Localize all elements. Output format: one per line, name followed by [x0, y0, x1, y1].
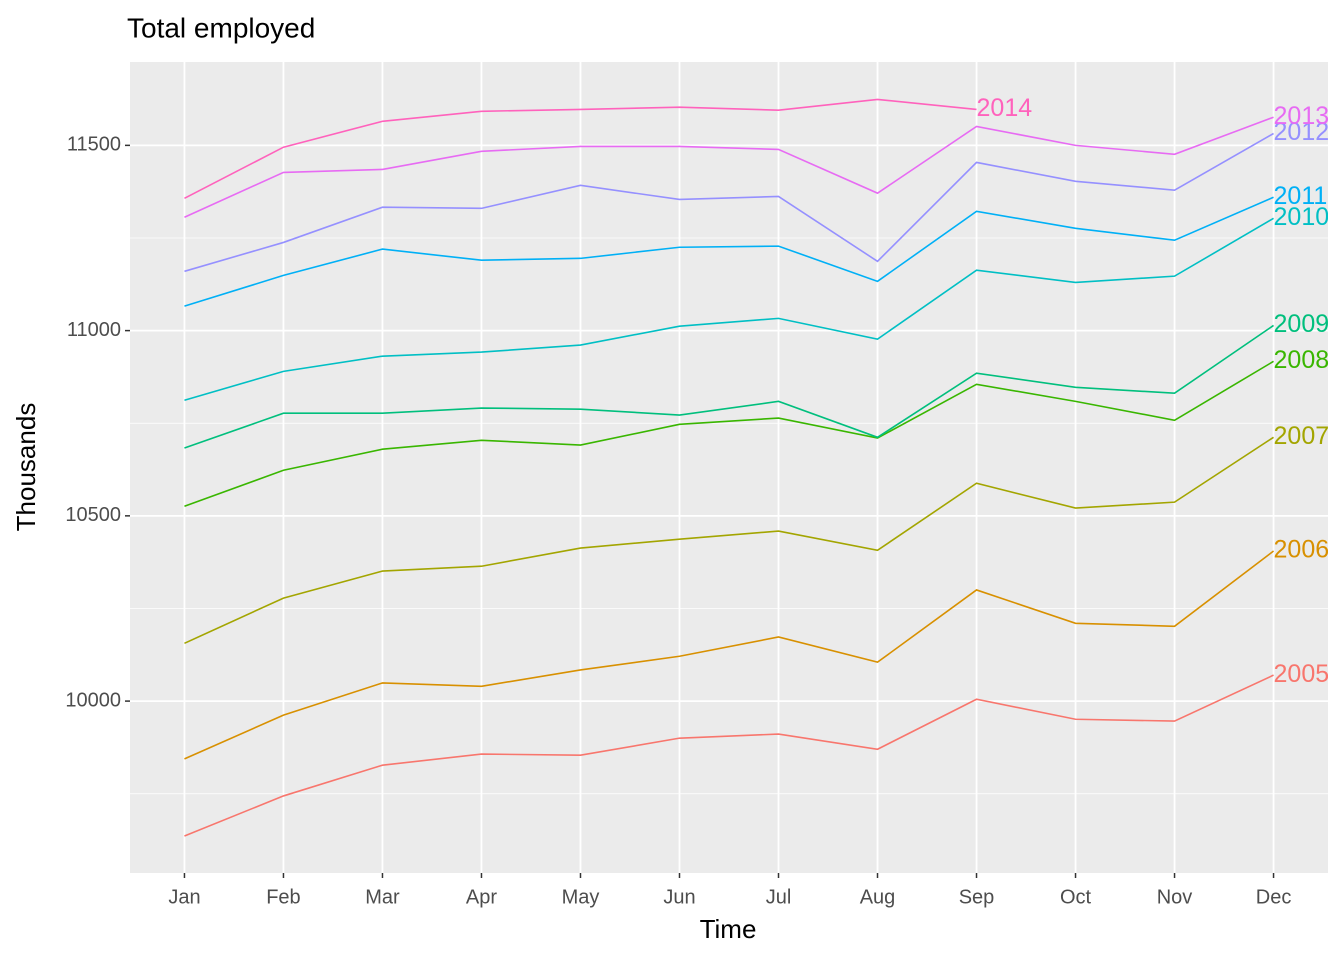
series-label: 2012 [1274, 118, 1330, 146]
y-axis-label: Thousands [11, 403, 41, 532]
x-tick-label: Mar [365, 886, 400, 908]
series-label: 2009 [1274, 310, 1330, 338]
series-line [184, 98, 977, 200]
series-line [184, 132, 1274, 273]
series-line [184, 360, 1274, 507]
y-tick-label: 10500 [65, 504, 121, 526]
y-tick-label: 11000 [67, 319, 121, 341]
series-line [184, 217, 1274, 402]
series-line [184, 550, 1275, 760]
x-tick-label: Aug [860, 886, 896, 908]
x-axis-label: Time [700, 914, 757, 944]
series-line [184, 674, 1274, 837]
x-tick-label: Jun [663, 886, 695, 908]
chart-title: Total employed [127, 12, 315, 43]
x-tick-label: Feb [266, 886, 300, 908]
series-label: 2013 [1274, 102, 1330, 130]
series-label: 2006 [1274, 536, 1330, 564]
series-line [184, 436, 1274, 645]
series-label: 2005 [1274, 660, 1330, 688]
x-tick-label: Apr [466, 886, 497, 908]
y-tick-label: 11500 [67, 134, 121, 156]
x-tick-label: Sep [959, 886, 995, 908]
panel [130, 62, 1328, 873]
series-label: 2010 [1274, 203, 1330, 231]
series-label: 2014 [977, 94, 1033, 122]
x-tick-label: Dec [1256, 886, 1292, 908]
series-label: 2008 [1274, 346, 1330, 374]
series-label: 2011 [1274, 182, 1328, 210]
x-tick-label: Jul [766, 886, 792, 908]
series-line [184, 196, 1274, 307]
series-line [184, 116, 1274, 218]
x-tick-label: Oct [1060, 886, 1092, 908]
x-tick-label: Jan [168, 886, 200, 908]
x-tick-label: May [562, 886, 600, 908]
series-line [184, 324, 1275, 449]
x-tick-label: Nov [1157, 886, 1193, 908]
series-label: 2007 [1274, 422, 1330, 450]
y-tick-label: 10000 [65, 689, 121, 711]
